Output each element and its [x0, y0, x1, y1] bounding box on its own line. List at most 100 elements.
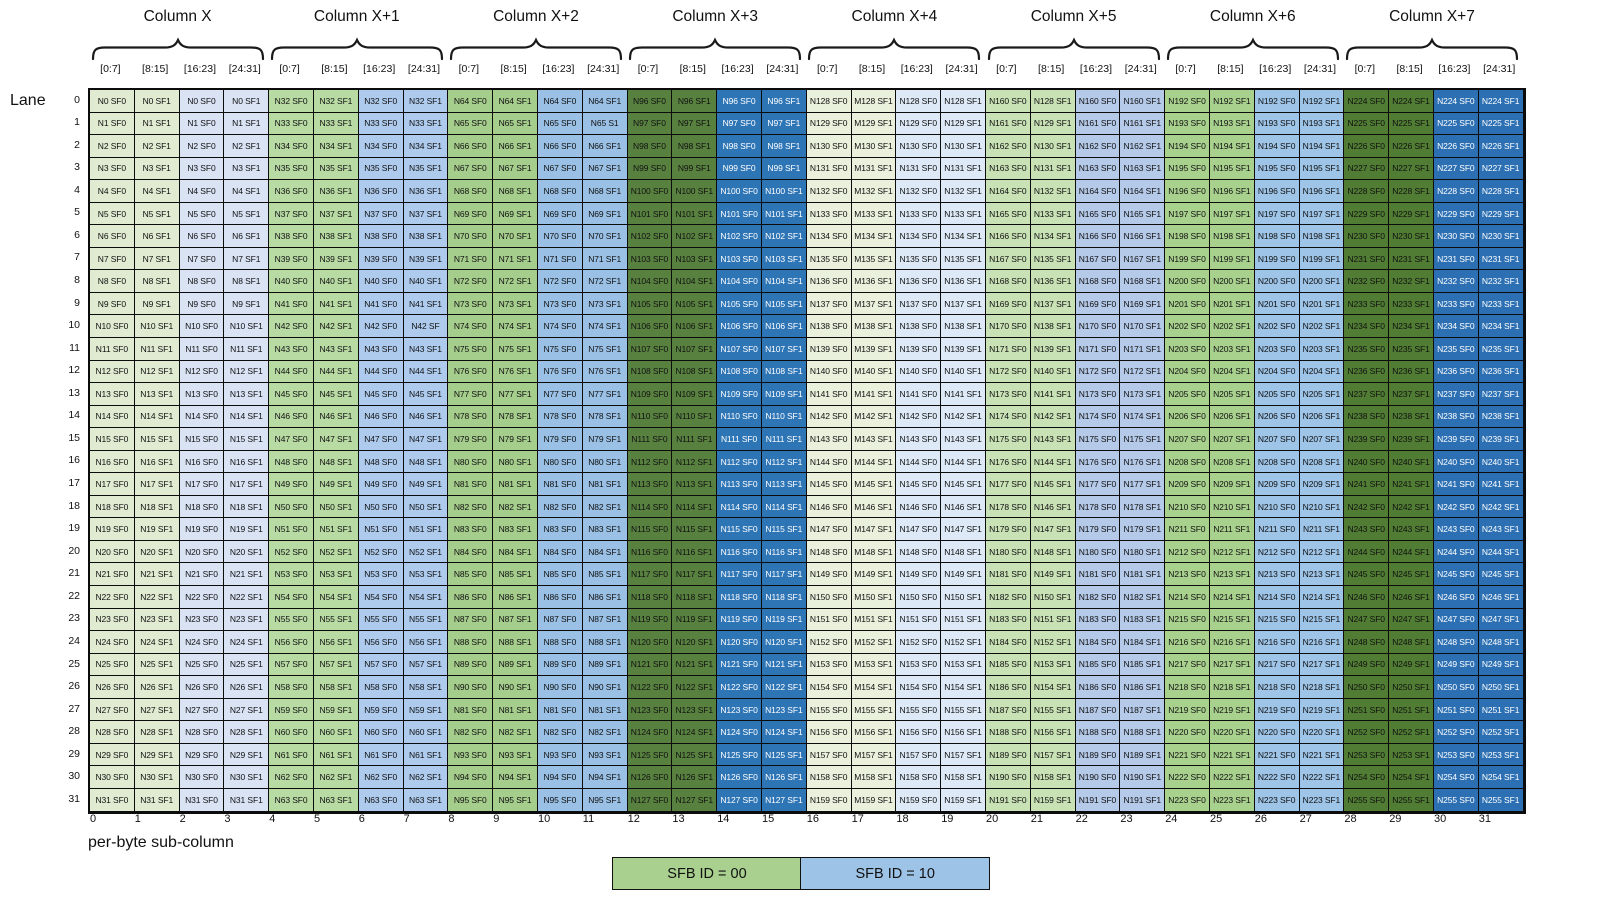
matrix-cell: N78 SF0 — [537, 405, 583, 429]
matrix-cell: N133 SF1 — [1030, 202, 1076, 226]
matrix-cell: N245 SF1 — [1478, 563, 1524, 587]
matrix-cell: N171 SF0 — [1075, 338, 1121, 361]
matrix-cell: N22 SF1 — [224, 586, 270, 609]
matrix-cell: N80 SF1 — [493, 450, 538, 474]
matrix-cell: N8 SF0 — [179, 270, 225, 293]
matrix-cell: N185 SF0 — [1075, 653, 1121, 677]
byte-number: 13 — [672, 813, 685, 825]
matrix-cell: N52 SF0 — [358, 540, 404, 564]
group-brace — [449, 37, 622, 61]
byte-number: 19 — [941, 813, 954, 825]
matrix-cell: N239 SF0 — [1344, 428, 1390, 451]
subcolumn-header: [24:31] — [766, 63, 799, 75]
matrix-cell: N252 SF0 — [1433, 721, 1479, 744]
byte-number: 4 — [269, 813, 276, 825]
matrix-cell: N227 SF0 — [1344, 157, 1390, 181]
lane-number: 29 — [68, 747, 80, 760]
matrix-cell: N219 SF1 — [1299, 698, 1345, 722]
column-group-label: Column X+3 — [672, 8, 759, 25]
matrix-cell: N73 SF0 — [448, 292, 494, 316]
matrix-cell: N50 SF1 — [403, 495, 449, 519]
matrix-cell: N159 SF0 — [806, 788, 852, 812]
matrix-cell: N43 SF1 — [403, 338, 449, 361]
matrix-cell: N112 SF0 — [627, 450, 673, 474]
matrix-cell: N150 SF0 — [806, 586, 852, 609]
matrix-cell: N53 SF0 — [269, 563, 314, 587]
matrix-cell: N206 SF0 — [1165, 405, 1210, 429]
matrix-cell: N150 SF0 — [896, 586, 942, 609]
matrix-cell: N70 SF0 — [537, 225, 583, 248]
matrix-cell: N216 SF0 — [1165, 631, 1210, 654]
matrix-cell: N23 SF1 — [224, 608, 270, 632]
matrix-cell: N195 SF0 — [1165, 157, 1210, 181]
matrix-cell: N213 SF0 — [1165, 563, 1210, 587]
matrix-cell: N3 SF0 — [179, 157, 225, 181]
matrix-cell: N93 SF0 — [537, 743, 583, 767]
matrix-cell: N40 SF0 — [269, 270, 314, 293]
matrix-cell: N74 SF0 — [537, 315, 583, 339]
matrix-cell: N164 SF0 — [1075, 180, 1121, 203]
matrix-cell: N232 SF0 — [1344, 270, 1390, 293]
matrix-cell: N99 SF0 — [627, 157, 673, 181]
byte-number: 2 — [179, 813, 186, 825]
lane-number: 28 — [68, 725, 80, 738]
matrix-cell: N127 SF0 — [627, 788, 673, 812]
matrix-cell: N241 SF0 — [1344, 473, 1390, 496]
matrix-cell: N129 SF0 — [806, 112, 852, 136]
matrix-cell: N117 SF0 — [717, 563, 762, 587]
matrix-cell: N175 SF1 — [1120, 428, 1166, 451]
matrix-cell: N60 SF0 — [358, 721, 404, 744]
matrix-cell: N26 SF0 — [179, 676, 225, 699]
matrix-cell: N217 SF0 — [1254, 653, 1300, 677]
matrix-cell: N202 SF0 — [1254, 315, 1300, 339]
subcolumn-header: [8:15] — [500, 63, 527, 75]
matrix-cell: N4 SF0 — [90, 180, 135, 203]
matrix-cell: N215 SF1 — [1299, 608, 1345, 632]
matrix-cell: N85 SF0 — [448, 563, 494, 587]
matrix-cell: N180 SF1 — [1120, 540, 1166, 564]
matrix-cell: N105 SF1 — [672, 292, 718, 316]
byte-number: 7 — [403, 813, 410, 825]
matrix-cell: N152 SF1 — [941, 631, 986, 654]
matrix-cell: N82 SF1 — [493, 721, 538, 744]
matrix-cell: N229 SF0 — [1344, 202, 1390, 226]
matrix-cell: N56 SF1 — [403, 631, 449, 654]
column-group-label: Column X+2 — [493, 8, 579, 25]
matrix-cell: N18 SF1 — [224, 495, 270, 519]
matrix-cell: N61 SF1 — [403, 743, 449, 767]
matrix-cell: N126 SF1 — [761, 766, 807, 789]
matrix-cell: N196 SF0 — [1165, 180, 1210, 203]
matrix-cell: N34 SF0 — [269, 135, 314, 158]
matrix-cell: N206 SF1 — [1209, 405, 1255, 429]
matrix-cell: N53 SF1 — [403, 563, 449, 587]
subcolumn-header: [8:15] — [679, 63, 706, 75]
matrix-cell: N79 SF1 — [582, 428, 628, 451]
group-brace — [628, 37, 802, 61]
matrix-cell: N219 SF1 — [1209, 698, 1255, 722]
matrix-cell: N248 SF1 — [1389, 631, 1434, 654]
matrix-cell: N97 SF0 — [627, 112, 673, 136]
matrix-cell: N22 SF0 — [90, 586, 135, 609]
matrix-cell: N59 SF1 — [313, 698, 359, 722]
matrix-cell: N62 SF1 — [403, 766, 449, 789]
matrix-cell: N33 SF1 — [403, 112, 449, 136]
matrix-cell: N230 SF1 — [1478, 225, 1524, 248]
matrix-cell: N208 SF1 — [1209, 450, 1255, 474]
matrix-cell: N153 SF1 — [1030, 653, 1076, 677]
matrix-cell: N214 SF1 — [1299, 586, 1345, 609]
matrix-cell: N16 SF0 — [179, 450, 225, 474]
matrix-cell: N197 SF1 — [1299, 202, 1345, 226]
byte-number: 30 — [1434, 813, 1447, 825]
matrix-cell: N14 SF0 — [179, 405, 225, 429]
matrix-cell: N149 SF0 — [896, 563, 942, 587]
matrix-cell: N229 SF1 — [1478, 202, 1524, 226]
matrix-cell: N110 SF0 — [717, 405, 762, 429]
matrix-cell: N186 SF0 — [1075, 676, 1121, 699]
matrix-cell: N165 SF0 — [985, 202, 1031, 226]
matrix-cell: N207 SF1 — [1299, 428, 1345, 451]
matrix-cell: N251 SF1 — [1478, 698, 1524, 722]
matrix-cell: N122 SF0 — [717, 676, 762, 699]
matrix-cell: N95 SF1 — [493, 788, 538, 812]
matrix-cell: N12 SF0 — [179, 360, 225, 384]
matrix-cell: N67 SF1 — [582, 157, 628, 181]
